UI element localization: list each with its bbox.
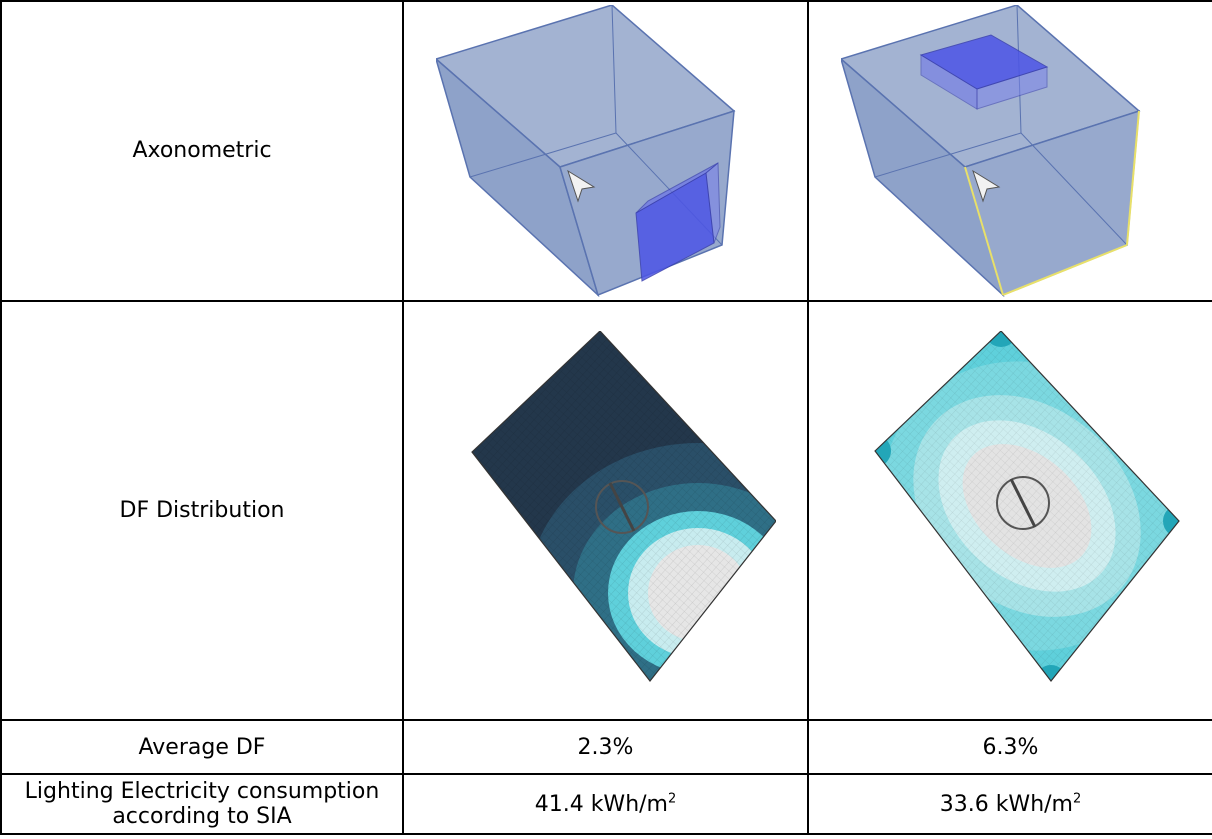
average-df-row: Average DF 2.3% 6.3% bbox=[0, 719, 1212, 775]
lighting-label-line1: Lighting Electricity consumption bbox=[24, 779, 380, 804]
lighting-case2-exponent: 2 bbox=[1072, 791, 1082, 807]
average-df-label: Average DF bbox=[138, 734, 266, 760]
df-distribution-label: DF Distribution bbox=[119, 497, 285, 523]
axonometric-row: Axonometric bbox=[0, 0, 1212, 302]
df-distribution-row: DF Distribution bbox=[0, 300, 1212, 721]
lighting-label-line2: according to SIA bbox=[112, 804, 292, 829]
lighting-case1-value: 41.4 kWh/m bbox=[534, 791, 668, 817]
lighting-consumption-row: Lighting Electricity consumption accordi… bbox=[0, 773, 1212, 835]
average-df-case1-cell: 2.3% bbox=[402, 719, 809, 775]
lighting-case1-cell: 41.4 kWh/m2 bbox=[402, 773, 809, 835]
axonometric-label: Axonometric bbox=[132, 138, 272, 163]
average-df-case2-value: 6.3% bbox=[982, 734, 1039, 760]
average-df-label-cell: Average DF bbox=[0, 719, 404, 775]
axonometric-side-window-image bbox=[435, 5, 735, 297]
df-distribution-case1-cell bbox=[402, 300, 809, 721]
average-df-case2-cell: 6.3% bbox=[807, 719, 1212, 775]
axonometric-skylight-image bbox=[840, 5, 1140, 297]
lighting-case1-exponent: 2 bbox=[667, 791, 677, 807]
axonometric-label-cell: Axonometric bbox=[0, 0, 404, 302]
lighting-case2-value: 33.6 kWh/m bbox=[939, 791, 1073, 817]
lighting-case2-cell: 33.6 kWh/m2 bbox=[807, 773, 1212, 835]
axonometric-case2-cell bbox=[807, 0, 1212, 302]
df-distribution-case2-cell bbox=[807, 300, 1212, 721]
df-distribution-label-cell: DF Distribution bbox=[0, 300, 404, 721]
axonometric-case1-cell bbox=[402, 0, 809, 302]
average-df-case1-value: 2.3% bbox=[577, 734, 634, 760]
lighting-label-cell: Lighting Electricity consumption accordi… bbox=[0, 773, 404, 835]
df-map-skylight-image bbox=[873, 330, 1180, 682]
df-map-side-window-image bbox=[470, 330, 776, 682]
